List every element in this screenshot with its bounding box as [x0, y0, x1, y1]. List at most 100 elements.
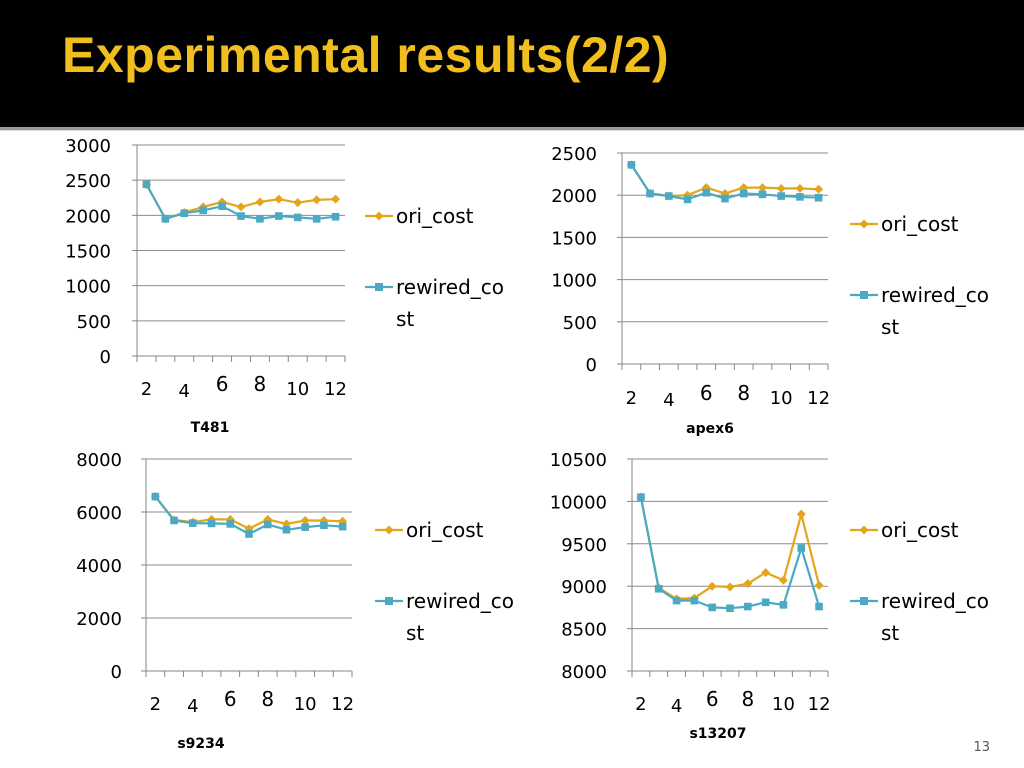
data-point-rewired	[226, 520, 235, 528]
x-tick-label: 4	[179, 381, 190, 402]
x-tick-label: 8	[737, 381, 750, 405]
y-tick-label: 1500	[65, 242, 111, 263]
x-tick-label: 10	[772, 694, 795, 715]
data-point-rewired	[256, 215, 264, 223]
y-tick-label: 8000	[561, 662, 607, 683]
y-tick-label: 9500	[561, 535, 607, 556]
data-point-rewired	[654, 584, 663, 593]
chart-title: T481	[191, 420, 230, 436]
chart-title: s9234	[177, 736, 225, 752]
page-number: 13	[973, 740, 990, 755]
data-point-ori	[796, 509, 806, 519]
x-tick-label: 6	[706, 687, 719, 711]
data-point-ori	[776, 183, 786, 193]
data-point-ori	[795, 183, 805, 193]
x-tick-label: 8	[741, 687, 754, 711]
chart-title: apex6	[686, 421, 734, 437]
x-tick-label: 4	[671, 696, 682, 717]
legend-marker-ori	[374, 211, 384, 221]
y-tick-label: 8500	[561, 620, 607, 641]
data-point-rewired	[744, 602, 752, 611]
data-point-rewired	[331, 212, 340, 221]
data-point-ori	[274, 194, 284, 204]
data-point-rewired	[282, 525, 291, 534]
y-tick-label: 2000	[76, 609, 122, 630]
legend-label-rewired-cont: st	[406, 621, 424, 645]
legend-marker-rewired	[860, 291, 868, 299]
y-tick-label: 1000	[551, 271, 597, 292]
legend-label-rewired-cont: st	[881, 315, 899, 339]
data-point-rewired	[672, 596, 681, 605]
data-point-rewired	[797, 544, 806, 552]
y-tick-label: 6000	[76, 503, 122, 524]
data-point-rewired	[739, 189, 748, 198]
y-tick-label: 500	[77, 312, 111, 333]
chart-title: s13207	[689, 726, 746, 742]
data-point-rewired	[683, 195, 692, 204]
data-point-rewired	[245, 530, 253, 538]
data-point-rewired	[665, 192, 673, 200]
data-point-rewired	[796, 193, 804, 201]
data-point-rewired	[320, 521, 328, 530]
data-point-rewired	[199, 206, 207, 215]
data-point-ori	[743, 579, 753, 589]
x-tick-label: 12	[331, 694, 354, 715]
y-tick-label: 2000	[551, 186, 597, 207]
data-point-rewired	[708, 603, 716, 612]
y-tick-label: 3000	[65, 136, 111, 157]
data-point-rewired	[627, 161, 636, 169]
chart-s9234: 0 2000 4000 6000 8000 2 4 6 8 10 12 ori_costrewired…	[76, 450, 514, 752]
legend: ori_cost rewired_cost	[850, 212, 989, 339]
legend-marker-rewired	[860, 597, 868, 605]
x-tick-label: 6	[700, 381, 713, 405]
chart-T481: 0 500 1000 1500 2000 2500 3000 2 4 6 8 10 12 ori_cost…	[65, 136, 504, 436]
series-line-ori_cost	[154, 495, 343, 530]
data-point-rewired	[189, 519, 197, 527]
y-tick-label: 2000	[65, 206, 111, 227]
chart-s13207: 8000 8500 9000 9500 10000 10500 2 4 6 8 10 12 ori_co…	[550, 450, 989, 742]
x-tick-label: 6	[216, 372, 229, 396]
y-tick-label: 10500	[550, 450, 607, 471]
data-point-rewired	[721, 194, 729, 203]
legend-marker-ori	[384, 525, 394, 535]
legend-label-rewired: rewired_co	[396, 275, 504, 299]
data-point-ori	[814, 580, 824, 590]
data-point-ori	[757, 183, 767, 193]
legend-label-ori: ori_cost	[396, 204, 474, 228]
legend-marker-rewired	[375, 283, 383, 291]
title-bar: Experimental results(2/2)	[0, 0, 1024, 127]
data-point-ori	[778, 575, 788, 585]
data-point-rewired	[275, 212, 283, 220]
data-point-rewired	[338, 522, 347, 531]
data-point-rewired	[815, 602, 823, 611]
data-point-rewired	[151, 492, 160, 501]
data-point-ori	[707, 581, 717, 591]
x-tick-label: 8	[261, 687, 274, 711]
y-tick-label: 4000	[76, 556, 122, 577]
data-point-rewired	[761, 598, 770, 607]
data-point-rewired	[170, 516, 178, 525]
title-divider	[0, 127, 1024, 130]
x-tick-label: 10	[294, 694, 317, 715]
y-tick-label: 9000	[561, 577, 607, 598]
legend: ori_cost rewired_cost	[365, 204, 504, 331]
legend-label-rewired-cont: st	[881, 621, 899, 645]
legend-label-rewired: rewired_co	[881, 283, 989, 307]
data-point-rewired	[237, 212, 245, 220]
legend-label-rewired: rewired_co	[881, 589, 989, 613]
data-point-rewired	[142, 180, 151, 189]
y-tick-label: 0	[111, 662, 122, 683]
legend-marker-rewired	[385, 597, 393, 605]
data-point-rewired	[161, 215, 170, 223]
slide-title: Experimental results(2/2)	[62, 27, 670, 83]
x-tick-label: 2	[635, 694, 646, 715]
series-line-rewired_cost	[639, 496, 821, 610]
legend-label-ori: ori_cost	[881, 518, 959, 542]
y-tick-label: 2500	[551, 144, 597, 165]
x-tick-label: 4	[663, 390, 674, 411]
data-point-rewired	[777, 192, 785, 200]
data-point-rewired	[263, 520, 272, 529]
data-point-rewired	[301, 523, 309, 531]
y-tick-label: 0	[586, 355, 597, 376]
